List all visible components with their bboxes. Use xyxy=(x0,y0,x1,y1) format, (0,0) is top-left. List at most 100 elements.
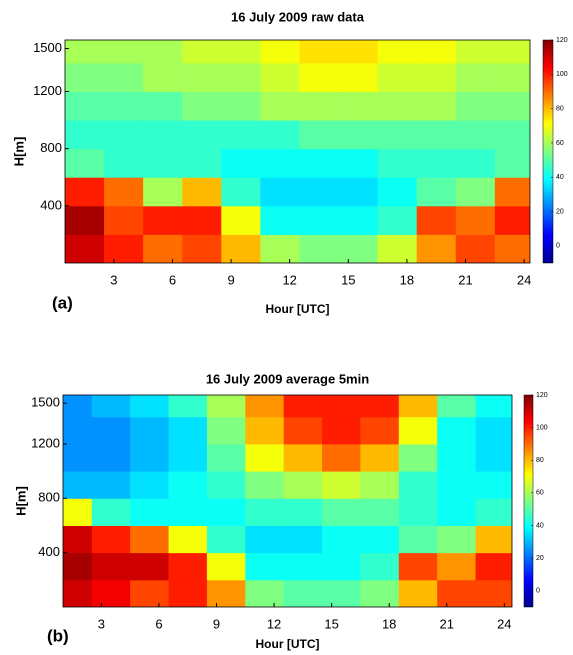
heatmap-cell xyxy=(299,120,340,150)
heatmap-cell xyxy=(283,471,323,499)
heatmap-cell xyxy=(360,443,400,472)
colorbar xyxy=(523,394,534,608)
heatmap-cell xyxy=(475,525,512,554)
heatmap-cell xyxy=(322,443,361,472)
heatmap-cell xyxy=(63,498,93,526)
heatmap-cell xyxy=(338,205,379,235)
heatmap-cell xyxy=(182,91,222,121)
heatmap-cell xyxy=(398,395,438,418)
heatmap-cell xyxy=(455,62,496,92)
heatmap-cell xyxy=(221,205,261,235)
heatmap-cell xyxy=(130,579,170,607)
heatmap-cell xyxy=(322,416,361,445)
chart-title: 16 July 2009 raw data xyxy=(231,9,365,24)
heatmap-cell xyxy=(437,525,477,554)
heatmap-cell xyxy=(416,148,457,178)
heatmap-cell xyxy=(245,498,285,526)
colorbar-tick-label: 60 xyxy=(536,490,544,497)
heatmap-cell xyxy=(322,579,361,607)
heatmap-cell xyxy=(245,395,285,418)
heatmap-cell xyxy=(206,579,246,607)
heatmap-cell xyxy=(143,62,183,92)
x-tick-label: 12 xyxy=(282,272,296,287)
heatmap-cell xyxy=(182,62,222,92)
heatmap-cell xyxy=(260,205,300,235)
heatmap-cell xyxy=(283,443,323,472)
colorbar-tick-label: 120 xyxy=(536,392,548,399)
heatmap-cell xyxy=(416,120,457,150)
heatmap-cell xyxy=(260,177,300,207)
heatmap-cell xyxy=(437,443,477,472)
heatmap-cell xyxy=(338,177,379,207)
x-tick-label: 24 xyxy=(497,616,511,631)
colorbar-tick-label: 100 xyxy=(556,71,568,78)
heatmap-cell xyxy=(377,148,418,178)
heatmap-cell xyxy=(299,91,340,121)
heatmap-cell xyxy=(360,498,400,526)
x-tick-label: 3 xyxy=(110,272,117,287)
heatmap-cell xyxy=(377,40,418,64)
heatmap-cell xyxy=(91,498,131,526)
heatmap-cell xyxy=(475,416,512,445)
heatmap-cell xyxy=(494,177,530,207)
heatmap-cell xyxy=(475,395,512,418)
panel-label: (b) xyxy=(47,626,69,645)
heatmap-cell xyxy=(475,443,512,472)
heatmap-cell xyxy=(260,120,300,150)
colorbar-tick-label: 40 xyxy=(556,174,564,181)
heatmap-cell xyxy=(143,205,183,235)
heatmap xyxy=(65,40,530,263)
heatmap-cell xyxy=(494,62,530,92)
heatmap-cell xyxy=(398,443,438,472)
heatmap-cell xyxy=(299,148,340,178)
heatmap-cell xyxy=(338,148,379,178)
heatmap-cell xyxy=(360,416,400,445)
heatmap-cell xyxy=(168,443,208,472)
heatmap-cell xyxy=(65,120,105,150)
heatmap-cell xyxy=(260,148,300,178)
y-axis-label: H[m] xyxy=(11,137,26,167)
heatmap-cell xyxy=(143,91,183,121)
heatmap-cell xyxy=(168,579,208,607)
heatmap-cell xyxy=(182,205,222,235)
heatmap-cell xyxy=(377,234,418,263)
heatmap-cell xyxy=(360,579,400,607)
heatmap-cell xyxy=(221,177,261,207)
heatmap-cell xyxy=(143,148,183,178)
heatmap-cell xyxy=(377,120,418,150)
colorbar-tick-label: 20 xyxy=(536,555,544,562)
heatmap-cell xyxy=(65,91,105,121)
x-axis-label: Hour [UTC] xyxy=(266,302,330,316)
heatmap-cell xyxy=(416,91,457,121)
heatmap-cell xyxy=(437,395,477,418)
heatmap-cell xyxy=(283,498,323,526)
heatmap-cell xyxy=(494,205,530,235)
heatmap-cell xyxy=(416,177,457,207)
y-tick-label: 1500 xyxy=(31,395,60,410)
x-tick-label: 24 xyxy=(517,272,531,287)
colorbar-tick-label: 100 xyxy=(536,424,548,431)
heatmap-cell xyxy=(91,525,131,554)
y-tick-label: 800 xyxy=(38,490,60,505)
heatmap-cell xyxy=(455,40,496,64)
colorbar-tick-label: 120 xyxy=(556,37,568,44)
x-tick-label: 18 xyxy=(382,616,396,631)
heatmap-cell xyxy=(63,395,93,418)
heatmap-cell xyxy=(245,471,285,499)
heatmap-cell xyxy=(168,471,208,499)
heatmap-cell xyxy=(260,62,300,92)
heatmap-cell xyxy=(322,525,361,554)
heatmap-cell xyxy=(338,91,379,121)
heatmap-cell xyxy=(221,120,261,150)
heatmap-cell xyxy=(455,120,496,150)
heatmap-cell xyxy=(494,40,530,64)
heatmap-cell xyxy=(377,205,418,235)
heatmap-cell xyxy=(143,177,183,207)
heatmap-cell xyxy=(299,40,340,64)
heatmap-cell xyxy=(168,498,208,526)
heatmap-cell xyxy=(360,471,400,499)
heatmap-cell xyxy=(104,91,144,121)
heatmap-cell xyxy=(455,234,496,263)
heatmap-cell xyxy=(322,395,361,418)
heatmap-cell xyxy=(65,205,105,235)
